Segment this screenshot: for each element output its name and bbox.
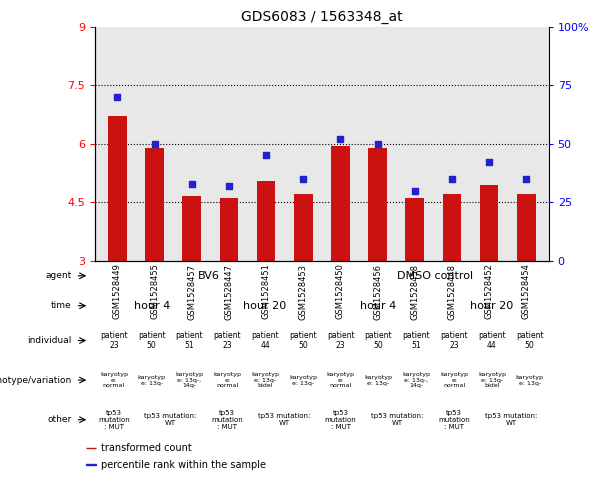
Text: tp53 mutation:
WT: tp53 mutation: WT bbox=[485, 413, 537, 426]
Text: patient
23: patient 23 bbox=[100, 331, 128, 350]
Text: karyotyp
e: 13q-,
14q-: karyotyp e: 13q-, 14q- bbox=[175, 372, 204, 388]
Text: karyotyp
e: 13q-
bidel: karyotyp e: 13q- bidel bbox=[478, 372, 506, 388]
Bar bbox=[108, 116, 127, 261]
Text: karyotyp
e:
normal: karyotyp e: normal bbox=[327, 372, 355, 388]
Text: hour 20: hour 20 bbox=[243, 301, 287, 311]
Text: tp53
mutation
: MUT: tp53 mutation : MUT bbox=[325, 410, 357, 430]
Text: other: other bbox=[47, 415, 72, 424]
Text: DMSO control: DMSO control bbox=[397, 271, 473, 281]
Text: karyotyp
e: 13q-: karyotyp e: 13q- bbox=[516, 375, 544, 385]
Point bbox=[484, 158, 494, 166]
Text: transformed count: transformed count bbox=[101, 443, 192, 453]
Text: karyotyp
e: 13q-: karyotyp e: 13q- bbox=[289, 375, 317, 385]
Bar bbox=[294, 195, 313, 261]
Text: patient
44: patient 44 bbox=[478, 331, 506, 350]
Text: tp53
mutation
: MUT: tp53 mutation : MUT bbox=[438, 410, 470, 430]
Bar bbox=[145, 148, 164, 261]
Point bbox=[261, 152, 271, 159]
Text: hour 4: hour 4 bbox=[360, 301, 397, 311]
Text: genotype/variation: genotype/variation bbox=[0, 376, 72, 384]
Text: hour 20: hour 20 bbox=[470, 301, 514, 311]
Text: karyotyp
e: 13q-: karyotyp e: 13q- bbox=[138, 375, 166, 385]
Text: patient
23: patient 23 bbox=[440, 331, 468, 350]
Bar bbox=[331, 146, 349, 261]
Text: hour 4: hour 4 bbox=[134, 301, 170, 311]
Text: tp53
mutation
: MUT: tp53 mutation : MUT bbox=[211, 410, 243, 430]
Point bbox=[112, 93, 122, 101]
Text: time: time bbox=[51, 301, 72, 310]
Point bbox=[335, 135, 345, 143]
Point bbox=[447, 175, 457, 183]
Text: patient
23: patient 23 bbox=[327, 331, 354, 350]
Point bbox=[522, 175, 531, 183]
Text: patient
23: patient 23 bbox=[213, 331, 241, 350]
Bar bbox=[368, 148, 387, 261]
Text: patient
44: patient 44 bbox=[251, 331, 279, 350]
Text: BV6: BV6 bbox=[197, 271, 219, 281]
Text: tp53 mutation:
WT: tp53 mutation: WT bbox=[371, 413, 424, 426]
Text: tp53
mutation
: MUT: tp53 mutation : MUT bbox=[98, 410, 130, 430]
Bar bbox=[183, 197, 201, 261]
Text: percentile rank within the sample: percentile rank within the sample bbox=[101, 460, 266, 470]
Text: tp53 mutation:
WT: tp53 mutation: WT bbox=[145, 413, 197, 426]
Text: patient
50: patient 50 bbox=[138, 331, 166, 350]
Text: karyotyp
e: 13q-
bidel: karyotyp e: 13q- bidel bbox=[251, 372, 279, 388]
Text: karyotyp
e:
normal: karyotyp e: normal bbox=[440, 372, 468, 388]
Bar bbox=[257, 181, 275, 261]
Text: individual: individual bbox=[28, 336, 72, 345]
Title: GDS6083 / 1563348_at: GDS6083 / 1563348_at bbox=[241, 10, 403, 24]
Text: tp53 mutation:
WT: tp53 mutation: WT bbox=[258, 413, 310, 426]
Point bbox=[150, 140, 159, 148]
Bar bbox=[443, 195, 461, 261]
Bar bbox=[480, 185, 498, 261]
Text: patient
51: patient 51 bbox=[403, 331, 430, 350]
Text: patient
50: patient 50 bbox=[516, 331, 544, 350]
Point bbox=[187, 180, 197, 187]
Point bbox=[224, 182, 234, 190]
Point bbox=[410, 186, 420, 194]
Bar bbox=[405, 199, 424, 261]
Text: karyotyp
e:
normal: karyotyp e: normal bbox=[100, 372, 128, 388]
Bar bbox=[219, 199, 238, 261]
Text: patient
51: patient 51 bbox=[176, 331, 204, 350]
Text: agent: agent bbox=[45, 271, 72, 280]
Text: karyotyp
e: 13q-,
14q-: karyotyp e: 13q-, 14q- bbox=[402, 372, 430, 388]
Text: patient
50: patient 50 bbox=[289, 331, 317, 350]
Text: karyotyp
e: 13q-: karyotyp e: 13q- bbox=[365, 375, 392, 385]
Text: patient
50: patient 50 bbox=[365, 331, 392, 350]
Bar bbox=[517, 195, 536, 261]
Point bbox=[299, 175, 308, 183]
Point bbox=[373, 140, 383, 148]
Text: karyotyp
e:
normal: karyotyp e: normal bbox=[213, 372, 242, 388]
